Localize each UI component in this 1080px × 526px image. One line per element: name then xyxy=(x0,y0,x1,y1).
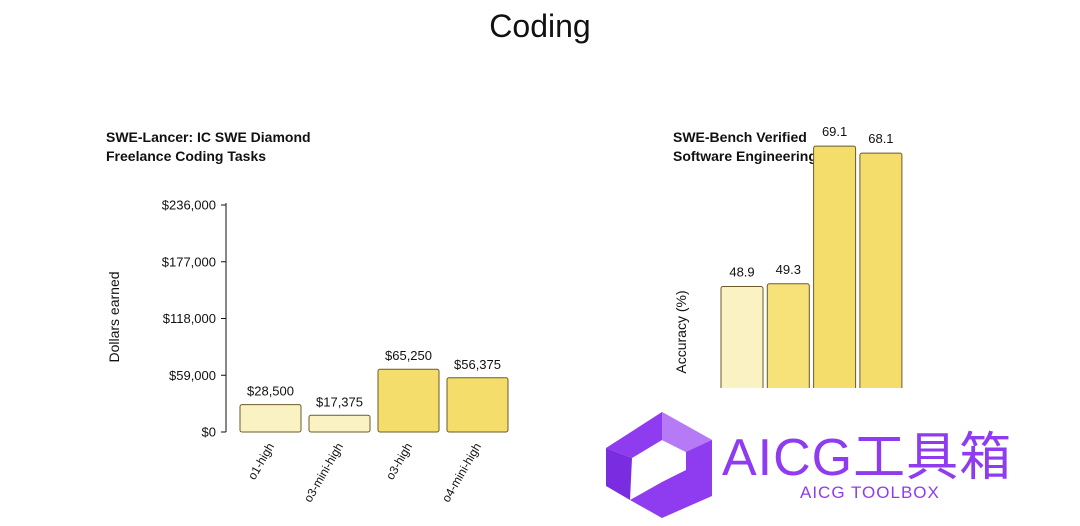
bar xyxy=(377,368,440,433)
bar xyxy=(720,286,764,393)
bar-value-label: $65,250 xyxy=(385,348,432,363)
bar xyxy=(813,145,857,393)
watermark-title: AICG工具箱 xyxy=(722,429,1013,487)
bar-value-label: $17,375 xyxy=(316,394,363,409)
bar xyxy=(859,152,903,393)
chart-title-line1: SWE-Lancer: IC SWE Diamond xyxy=(106,129,311,145)
bar-value-label: 49.3 xyxy=(776,262,801,277)
y-tick-label: $177,000 xyxy=(162,254,216,269)
y-tick-label: $118,000 xyxy=(163,311,216,326)
chart-title-line1: SWE-Bench Verified xyxy=(673,129,807,145)
bar-value-label: 69.1 xyxy=(822,124,847,139)
y-axis-label: Dollars earned xyxy=(106,271,122,362)
chart-title-swe-lancer: SWE-Lancer: IC SWE Diamond Freelance Cod… xyxy=(106,128,311,166)
bar xyxy=(766,283,810,393)
bar xyxy=(308,414,371,433)
chart-crop-mask xyxy=(700,388,940,448)
bar xyxy=(239,404,302,433)
bar-value-label: 68.1 xyxy=(868,131,893,146)
chart-title-line2: Freelance Coding Tasks xyxy=(106,148,267,164)
bar-value-label: $28,500 xyxy=(247,384,294,399)
y-tick-label: $59,000 xyxy=(169,368,216,383)
chart-title-line2: Software Engineering xyxy=(673,148,817,164)
bar xyxy=(446,377,509,433)
y-axis-label: Accuracy (%) xyxy=(673,290,689,373)
chart-title-swe-bench: SWE-Bench Verified Software Engineering xyxy=(673,128,817,166)
bar-value-label: $56,375 xyxy=(454,357,501,372)
aicg-logo-icon xyxy=(606,412,712,518)
watermark-subtitle: AICG TOOLBOX xyxy=(800,483,940,502)
y-tick-label: $0 xyxy=(202,425,216,440)
bar-value-label: 48.9 xyxy=(729,265,754,280)
page-title: Coding xyxy=(489,8,591,44)
y-tick-label: $236,000 xyxy=(162,198,216,213)
